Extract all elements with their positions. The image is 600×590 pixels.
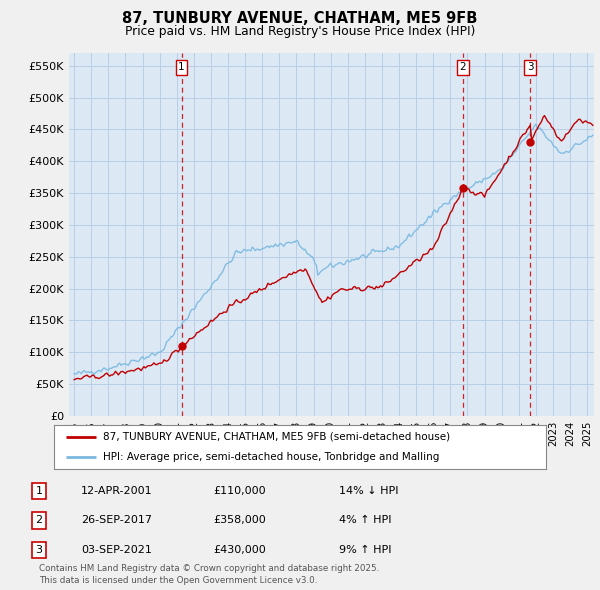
Text: £110,000: £110,000 xyxy=(213,486,266,496)
Text: 2: 2 xyxy=(35,516,43,525)
Text: 9% ↑ HPI: 9% ↑ HPI xyxy=(339,545,391,555)
Text: Contains HM Land Registry data © Crown copyright and database right 2025.
This d: Contains HM Land Registry data © Crown c… xyxy=(39,565,379,585)
Text: 4% ↑ HPI: 4% ↑ HPI xyxy=(339,516,391,525)
Text: 14% ↓ HPI: 14% ↓ HPI xyxy=(339,486,398,496)
Text: HPI: Average price, semi-detached house, Tonbridge and Malling: HPI: Average price, semi-detached house,… xyxy=(103,452,440,462)
Text: 12-APR-2001: 12-APR-2001 xyxy=(81,486,152,496)
Text: 87, TUNBURY AVENUE, CHATHAM, ME5 9FB (semi-detached house): 87, TUNBURY AVENUE, CHATHAM, ME5 9FB (se… xyxy=(103,432,451,442)
Text: 1: 1 xyxy=(35,486,43,496)
Text: 03-SEP-2021: 03-SEP-2021 xyxy=(81,545,152,555)
Text: 3: 3 xyxy=(527,62,533,72)
Text: Price paid vs. HM Land Registry's House Price Index (HPI): Price paid vs. HM Land Registry's House … xyxy=(125,25,475,38)
Text: £358,000: £358,000 xyxy=(213,516,266,525)
Text: 87, TUNBURY AVENUE, CHATHAM, ME5 9FB: 87, TUNBURY AVENUE, CHATHAM, ME5 9FB xyxy=(122,11,478,25)
Text: £430,000: £430,000 xyxy=(213,545,266,555)
Text: 2: 2 xyxy=(460,62,466,72)
Text: 3: 3 xyxy=(35,545,43,555)
Text: 1: 1 xyxy=(178,62,185,72)
Text: 26-SEP-2017: 26-SEP-2017 xyxy=(81,516,152,525)
